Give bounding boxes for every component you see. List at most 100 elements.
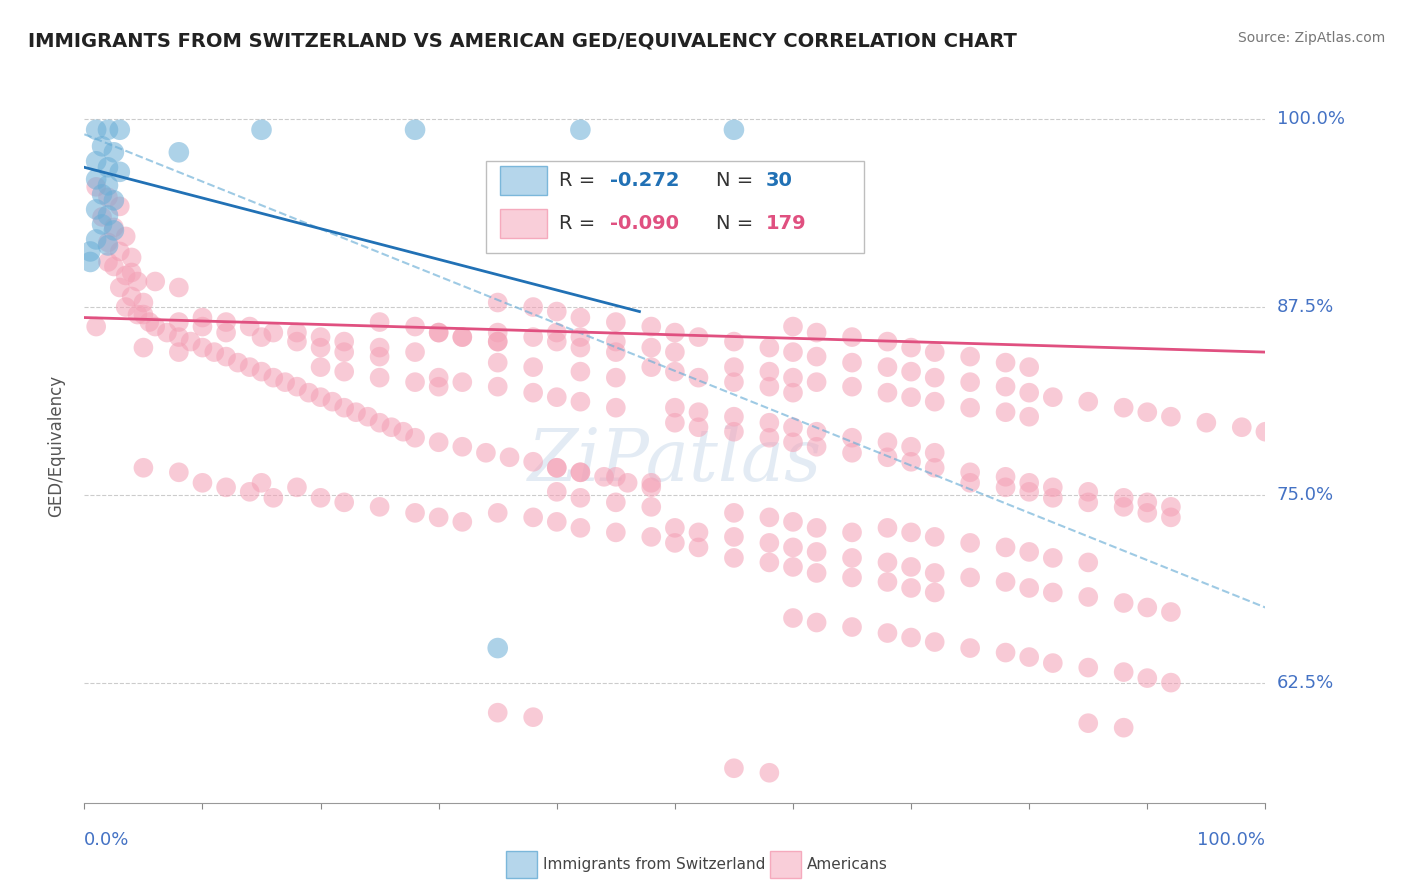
Point bbox=[806, 375, 828, 389]
Point bbox=[451, 515, 474, 529]
Point bbox=[994, 574, 1017, 589]
Point bbox=[876, 360, 898, 375]
Point bbox=[723, 530, 745, 544]
Point bbox=[368, 370, 391, 384]
Point bbox=[522, 710, 544, 724]
Point bbox=[994, 405, 1017, 419]
Point bbox=[1018, 650, 1040, 665]
Point bbox=[841, 550, 863, 565]
Point bbox=[97, 178, 120, 193]
Point bbox=[924, 460, 946, 475]
Point bbox=[321, 394, 343, 409]
Point bbox=[108, 199, 131, 213]
Point bbox=[758, 765, 780, 780]
Point bbox=[486, 356, 509, 370]
Point bbox=[1136, 671, 1159, 685]
Point bbox=[143, 319, 166, 334]
Point bbox=[782, 611, 804, 625]
Point bbox=[84, 319, 107, 334]
Point bbox=[114, 300, 136, 314]
Point bbox=[569, 465, 592, 479]
Point bbox=[191, 341, 214, 355]
Point bbox=[758, 510, 780, 524]
Point bbox=[79, 244, 101, 259]
Point bbox=[451, 330, 474, 344]
Point bbox=[1112, 401, 1135, 415]
Point bbox=[994, 541, 1017, 555]
Point bbox=[806, 425, 828, 439]
Point bbox=[522, 300, 544, 314]
Point bbox=[97, 238, 120, 252]
Point bbox=[806, 521, 828, 535]
Point bbox=[239, 484, 262, 499]
Text: Immigrants from Switzerland: Immigrants from Switzerland bbox=[543, 857, 765, 871]
Point bbox=[605, 334, 627, 349]
Point bbox=[368, 350, 391, 364]
Point bbox=[121, 289, 143, 303]
Point bbox=[1077, 660, 1099, 674]
Point bbox=[285, 326, 308, 340]
Point bbox=[404, 122, 426, 136]
Point bbox=[994, 646, 1017, 660]
Text: IMMIGRANTS FROM SWITZERLAND VS AMERICAN GED/EQUIVALENCY CORRELATION CHART: IMMIGRANTS FROM SWITZERLAND VS AMERICAN … bbox=[28, 31, 1017, 50]
Text: Americans: Americans bbox=[807, 857, 889, 871]
Point bbox=[876, 556, 898, 570]
Text: -0.272: -0.272 bbox=[610, 171, 679, 190]
Point bbox=[1042, 550, 1064, 565]
Point bbox=[664, 536, 686, 550]
Point bbox=[285, 480, 308, 494]
Point bbox=[569, 310, 592, 325]
Point bbox=[1160, 409, 1182, 424]
Point bbox=[1018, 409, 1040, 424]
Point bbox=[900, 631, 922, 645]
Point bbox=[876, 435, 898, 450]
Point bbox=[782, 560, 804, 574]
Point bbox=[876, 334, 898, 349]
Point bbox=[427, 435, 450, 450]
Point bbox=[1136, 495, 1159, 509]
Point bbox=[250, 122, 273, 136]
Point bbox=[108, 280, 131, 294]
Point bbox=[1254, 425, 1277, 439]
Point bbox=[486, 326, 509, 340]
Point bbox=[664, 345, 686, 359]
Point bbox=[806, 615, 828, 630]
Point bbox=[758, 365, 780, 379]
FancyBboxPatch shape bbox=[501, 166, 547, 194]
Point bbox=[900, 440, 922, 454]
Point bbox=[640, 500, 662, 514]
Point bbox=[404, 319, 426, 334]
Point bbox=[368, 500, 391, 514]
Point bbox=[114, 268, 136, 283]
Point bbox=[640, 341, 662, 355]
Point bbox=[1077, 716, 1099, 731]
Point bbox=[569, 491, 592, 505]
Text: 0.0%: 0.0% bbox=[84, 831, 129, 849]
Point bbox=[806, 350, 828, 364]
Point bbox=[569, 521, 592, 535]
Point bbox=[143, 275, 166, 289]
Point bbox=[180, 334, 202, 349]
Point bbox=[782, 435, 804, 450]
Point bbox=[1112, 596, 1135, 610]
Point bbox=[262, 491, 284, 505]
Point bbox=[1160, 605, 1182, 619]
Point bbox=[121, 265, 143, 279]
Point bbox=[215, 350, 238, 364]
Point bbox=[79, 255, 101, 269]
Point bbox=[1136, 600, 1159, 615]
Point bbox=[546, 460, 568, 475]
Point bbox=[605, 525, 627, 540]
Point bbox=[274, 375, 297, 389]
Point bbox=[723, 550, 745, 565]
Point bbox=[121, 251, 143, 265]
Point bbox=[191, 319, 214, 334]
Point bbox=[167, 345, 190, 359]
Point bbox=[1136, 405, 1159, 419]
Point bbox=[782, 370, 804, 384]
Point bbox=[309, 360, 332, 375]
Point bbox=[333, 495, 356, 509]
Point bbox=[876, 385, 898, 400]
Text: N =: N = bbox=[716, 171, 759, 190]
Point bbox=[900, 390, 922, 404]
